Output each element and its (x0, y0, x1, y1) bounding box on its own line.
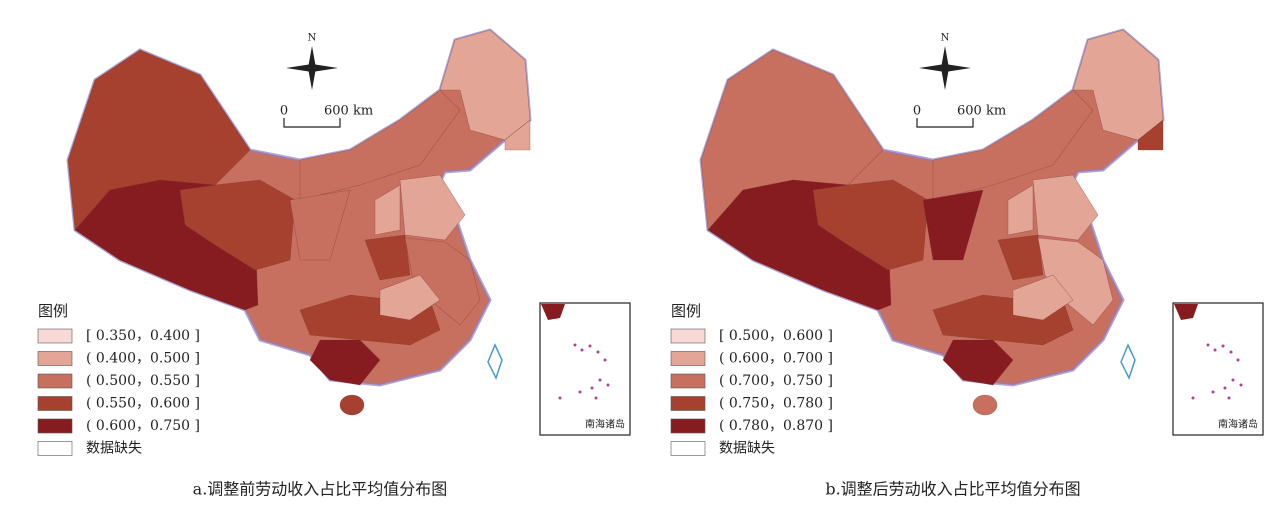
legend-swatch (670, 328, 706, 344)
island (598, 378, 602, 382)
legend-swatch (670, 441, 706, 456)
legend-label: 数据缺失 (719, 441, 775, 457)
legend-label: ( 0.700，0.750 ] (719, 373, 833, 389)
caption: b.调整后劳动收入占比平均值分布图 (825, 480, 1080, 499)
province (1032, 174, 1099, 241)
legend-label: [ 0.500，0.600 ] (719, 328, 833, 344)
compass (919, 46, 971, 90)
legend-label: 数据缺失 (86, 441, 142, 457)
province (812, 179, 929, 271)
legend-label: ( 0.750，0.780 ] (719, 396, 833, 412)
province (1007, 184, 1034, 236)
scale-start: 0 (280, 104, 288, 119)
scale-bar (283, 118, 341, 128)
inset-frame (539, 302, 631, 436)
map-panel: N 0 600 km 南海诸岛 图例 [ 0.500，0.600 ] ( 0.600，0.7… (670, 28, 1264, 499)
legend-label: ( 0.400，0.500 ] (86, 351, 200, 367)
legend-label: ( 0.550，0.600 ] (86, 396, 200, 412)
legend-label: ( 0.600，0.750 ] (86, 418, 200, 434)
island (1191, 396, 1195, 400)
inset-label: 南海诸岛 (585, 418, 625, 431)
legend-swatch (670, 418, 706, 434)
island (578, 390, 582, 394)
island (580, 348, 584, 352)
legend-swatch (670, 396, 706, 411)
island (558, 396, 562, 400)
compass (286, 46, 338, 90)
north-label: N (308, 33, 317, 44)
inset-land (1174, 304, 1198, 320)
island (1223, 386, 1227, 390)
legend-label: ( 0.780，0.870 ] (719, 418, 833, 434)
legend-swatch (670, 351, 706, 366)
map-panel: N 0 600 km 南海诸岛 图例 [ 0.350，0.400 ] ( 0.400，0.5… (37, 28, 631, 499)
island (1213, 348, 1217, 352)
province (339, 394, 365, 416)
legend-swatch (37, 396, 73, 411)
scale-end: 600 km (957, 104, 1006, 119)
scale-start: 0 (913, 104, 921, 119)
north-label: N (941, 33, 950, 44)
taiwan (487, 343, 503, 380)
island (1236, 358, 1240, 362)
province (922, 189, 984, 261)
island (573, 343, 577, 347)
province (289, 189, 351, 261)
province (942, 339, 1014, 386)
legend-swatch (37, 441, 73, 456)
island (1229, 350, 1233, 354)
province (399, 174, 466, 241)
island (596, 350, 600, 354)
province (379, 274, 441, 321)
province (1012, 274, 1074, 321)
legend-title: 图例 (671, 302, 701, 320)
legend-label: ( 0.600，0.700 ] (719, 351, 833, 367)
legend-title: 图例 (38, 302, 68, 320)
legend-swatch (37, 328, 73, 344)
inset-label: 南海诸岛 (1218, 418, 1258, 431)
legend-swatch (37, 351, 73, 366)
province (997, 234, 1044, 281)
province (504, 119, 531, 151)
province (972, 394, 998, 416)
island (1239, 383, 1243, 387)
scale-end: 600 km (324, 104, 373, 119)
legend-swatch (37, 373, 73, 389)
scale-bar (916, 118, 974, 128)
island (1221, 344, 1225, 348)
province (309, 339, 381, 386)
island (1206, 343, 1210, 347)
taiwan (1120, 343, 1136, 380)
inset-land (541, 304, 565, 320)
island (606, 383, 610, 387)
legend-swatch (37, 418, 73, 434)
island (1211, 390, 1215, 394)
legend-label: ( 0.500，0.550 ] (86, 373, 200, 389)
island (590, 386, 594, 390)
province (364, 234, 411, 281)
island (1227, 396, 1231, 400)
island (588, 344, 592, 348)
legend-swatch (670, 373, 706, 389)
legend-label: [ 0.350，0.400 ] (86, 328, 200, 344)
province (179, 179, 296, 271)
island (594, 396, 598, 400)
caption: a.调整前劳动收入占比平均值分布图 (193, 480, 448, 499)
province (1137, 119, 1164, 151)
inset-frame (1172, 302, 1264, 436)
island (1231, 378, 1235, 382)
island (603, 358, 607, 362)
province (374, 184, 401, 236)
